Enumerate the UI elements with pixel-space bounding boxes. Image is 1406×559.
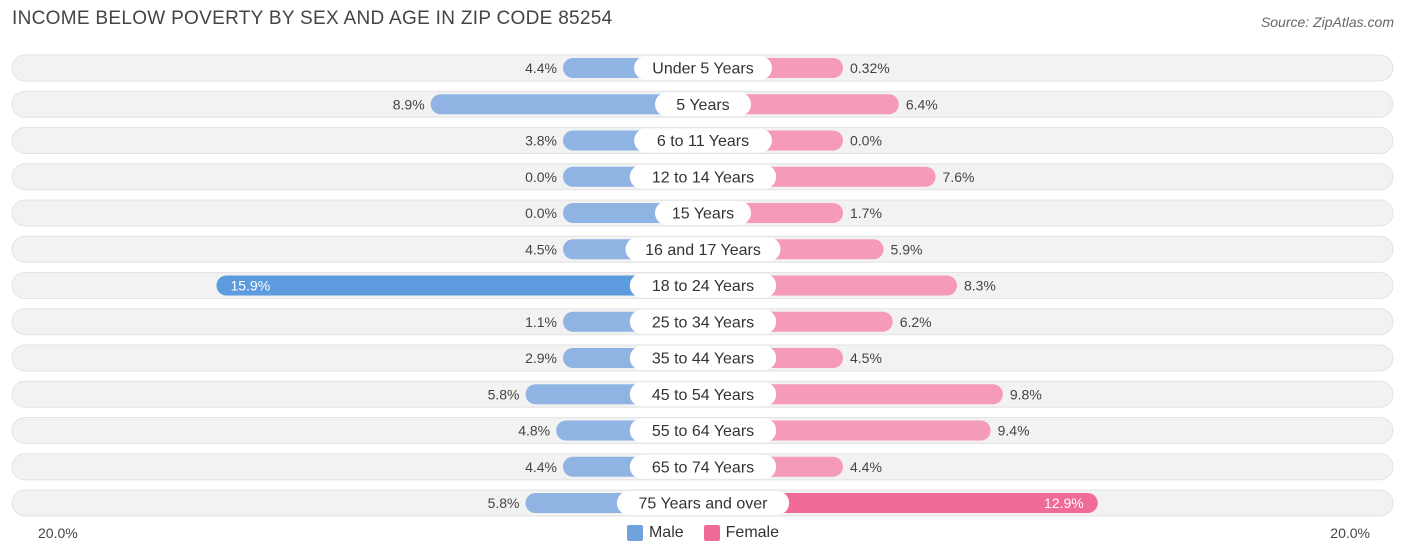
category-label: 6 to 11 Years — [657, 133, 749, 150]
category-label: 18 to 24 Years — [652, 278, 754, 295]
chart: Under 5 Years 4.4% 0.32% 5 Years 8.9% 6.4% 6 t… — [11, 54, 1394, 517]
male-value-label: 8.9% — [393, 96, 425, 112]
category-label: 12 to 14 Years — [652, 169, 754, 186]
female-value-label: 1.7% — [850, 205, 882, 221]
female-value-label: 4.5% — [850, 350, 882, 366]
female-value-label: 8.3% — [964, 278, 996, 294]
legend: Male Female — [0, 524, 1406, 542]
female-value-label: 6.2% — [900, 314, 932, 330]
male-value-label: 0.0% — [525, 169, 557, 185]
category-label: 5 Years — [676, 97, 729, 114]
category-pill — [634, 56, 772, 80]
category-pill — [616, 491, 790, 515]
source-label: Source: ZipAtlas.com — [1260, 14, 1394, 30]
male-value-label: 4.5% — [525, 241, 557, 257]
female-value-label: 7.6% — [943, 169, 975, 185]
axis-right-label: 20.0% — [1330, 525, 1370, 541]
category-pill — [655, 201, 751, 225]
legend-swatch-male — [626, 525, 643, 541]
category-pill — [629, 273, 777, 298]
male-value-label: 5.8% — [488, 495, 520, 511]
legend-label-female: Female — [725, 524, 780, 541]
legend-swatch-female — [703, 525, 720, 541]
category-pill — [634, 128, 772, 153]
category-pill — [655, 92, 751, 117]
male-value-label: 2.9% — [525, 350, 557, 366]
category-label: 25 to 34 Years — [652, 314, 754, 331]
category-pill — [629, 382, 777, 407]
category-pill — [629, 418, 777, 443]
male-value-label: 3.8% — [525, 133, 557, 149]
category-label: 15 Years — [672, 206, 734, 223]
female-value-label: 4.4% — [850, 459, 882, 475]
female-value-label: 9.8% — [1010, 386, 1042, 402]
female-value-label: 12.9% — [1044, 495, 1084, 511]
category-label: 45 to 54 Years — [652, 387, 754, 404]
chart-title: INCOME BELOW POVERTY BY SEX AND AGE IN Z… — [12, 8, 613, 29]
category-pill — [625, 237, 781, 262]
category-label: 35 to 44 Years — [652, 351, 754, 368]
male-value-label: 4.4% — [525, 60, 557, 76]
male-value-label: 4.8% — [518, 423, 550, 439]
category-pill — [629, 309, 777, 334]
category-label: Under 5 Years — [652, 61, 753, 78]
male-value-label: 0.0% — [525, 205, 557, 221]
legend-item-female: Female — [703, 524, 780, 542]
male-value-label: 4.4% — [525, 459, 557, 475]
female-bar — [703, 493, 1098, 513]
male-bar — [430, 94, 703, 115]
female-value-label: 9.4% — [998, 423, 1030, 439]
legend-item-male: Male — [626, 524, 684, 542]
category-label: 65 to 74 Years — [652, 459, 754, 476]
female-value-label: 6.4% — [906, 96, 938, 112]
legend-label-male: Male — [648, 524, 684, 541]
category-pill — [629, 454, 777, 479]
male-value-label: 5.8% — [488, 386, 520, 402]
male-value-label: 1.1% — [525, 314, 557, 330]
axis-left-label: 20.0% — [38, 525, 78, 541]
male-value-label: 15.9% — [230, 278, 270, 294]
female-value-label: 5.9% — [891, 241, 923, 257]
category-pill — [629, 346, 777, 370]
female-bar — [703, 94, 899, 115]
female-value-label: 0.32% — [850, 60, 890, 76]
category-label: 55 to 64 Years — [652, 423, 754, 440]
category-label: 16 and 17 Years — [645, 242, 761, 259]
female-value-label: 0.0% — [850, 133, 882, 149]
female-bar — [703, 384, 1003, 405]
category-pill — [629, 164, 777, 189]
category-label: 75 Years and over — [639, 496, 769, 513]
male-bar — [216, 275, 703, 296]
